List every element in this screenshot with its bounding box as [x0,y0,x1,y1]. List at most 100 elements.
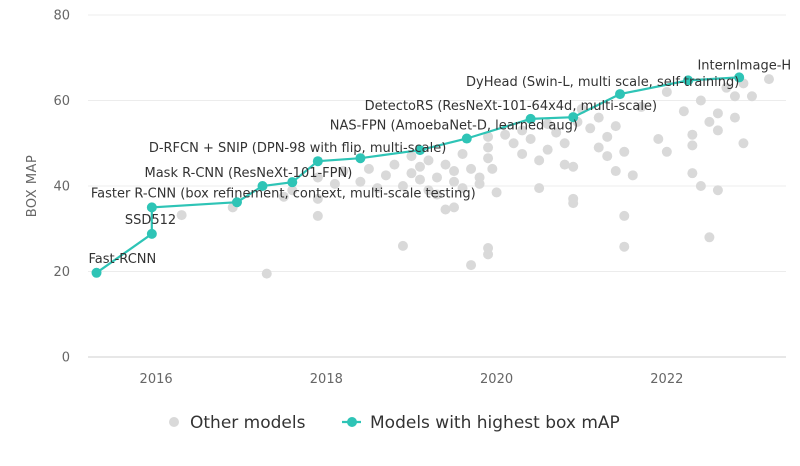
y-tick-label: 20 [53,265,70,280]
other-model-point [397,240,408,251]
other-model-point [721,82,732,93]
other-model-point [661,86,672,97]
other-model-point [474,178,485,189]
other-model-point [695,181,706,191]
other-model-point [355,176,366,187]
best-model-point [414,145,425,156]
other-model-point [542,119,553,130]
other-model-point [432,189,442,200]
other-model-point [466,163,477,174]
other-model-point [312,210,323,221]
other-model-point [729,112,740,123]
data-label: DyHead (Swin-L, multi scale, self-traini… [466,75,739,90]
other-model-point [585,123,596,134]
y-tick-label: 0 [62,351,70,366]
other-model-point [653,133,664,144]
other-model-point [525,133,536,144]
other-model-point [414,174,425,185]
other-model-point [729,91,740,102]
other-model-point [487,163,498,174]
other-model-point [312,193,323,204]
x-tick-label: 2018 [310,372,343,387]
other-model-point [312,172,323,183]
other-model-point [687,168,698,179]
data-label: NAS-FPN (AmoebaNet-D, learned aug) [330,119,578,134]
other-model-point [610,121,621,132]
other-model-point [406,151,417,162]
other-model-point [559,159,570,170]
other-model-point [483,249,494,260]
other-model-point [508,138,519,149]
other-model-point [619,241,630,252]
other-model-point [278,191,289,202]
legend-marker-other [169,417,179,427]
other-model-point [746,91,757,102]
other-model-point [551,127,562,138]
other-model-point [559,138,570,149]
other-model-point [423,185,434,196]
other-model-point [517,148,528,159]
y-axis-title: BOX MAP [25,155,40,218]
other-model-point [406,168,417,179]
legend-marker-best [347,417,357,427]
other-model-point [593,112,604,123]
y-tick-label: 80 [53,9,70,24]
other-model-point [542,144,553,155]
best-model-point [312,156,323,167]
other-model-point [704,232,715,243]
data-label: SSD512 [125,213,176,228]
other-model-point [483,131,494,142]
other-model-point [176,210,187,221]
other-model-point [661,146,672,157]
other-model-point [483,142,494,153]
other-model-point [380,170,391,181]
other-model-point [500,129,511,140]
other-model-point [712,185,723,196]
other-model-point [695,95,706,106]
other-model-point [678,106,689,117]
x-tick-label: 2016 [140,372,173,387]
other-model-point [636,101,647,112]
other-model-point [449,202,460,213]
other-model-point [627,170,638,181]
other-model-point [534,155,545,166]
other-model-point [534,183,545,194]
data-label: DetectoRS (ResNeXt-101-64x4d, multi-scal… [365,99,657,114]
other-model-point [432,172,442,183]
x-tick-label: 2022 [650,372,683,387]
legend-label-other: Other models [190,413,306,433]
best-model-point [525,113,536,124]
other-model-point [329,178,340,189]
other-model-point [261,268,272,279]
other-model-point [414,161,425,172]
best-model-point [568,112,579,123]
other-model-point [602,131,613,142]
other-model-point [712,108,723,119]
other-model-point [483,153,494,164]
other-model-point [763,74,774,85]
other-model-point [440,204,451,215]
other-model-point [602,151,613,162]
other-model-point [619,210,630,221]
other-model-point [491,187,502,198]
other-model-point [738,138,749,149]
best-model-point [734,72,745,83]
data-label: InternImage-H [697,58,791,73]
other-model-point [568,161,579,172]
other-model-point [449,166,460,177]
other-model-point [610,166,621,177]
best-model-point [146,202,157,213]
data-label: Faster R-CNN (box refinement, context, m… [91,186,476,201]
other-model-point [372,183,383,194]
other-model-point [704,116,715,127]
other-model-point [449,176,460,187]
other-model-point [287,185,298,196]
best-model-point [683,75,694,86]
other-model-point [687,129,698,140]
best-model-point [257,181,268,191]
data-label: Mask R-CNN (ResNeXt-101-FPN) [145,166,353,181]
other-model-point [466,260,477,271]
other-model-point [423,155,434,166]
best-model-point [91,267,102,278]
